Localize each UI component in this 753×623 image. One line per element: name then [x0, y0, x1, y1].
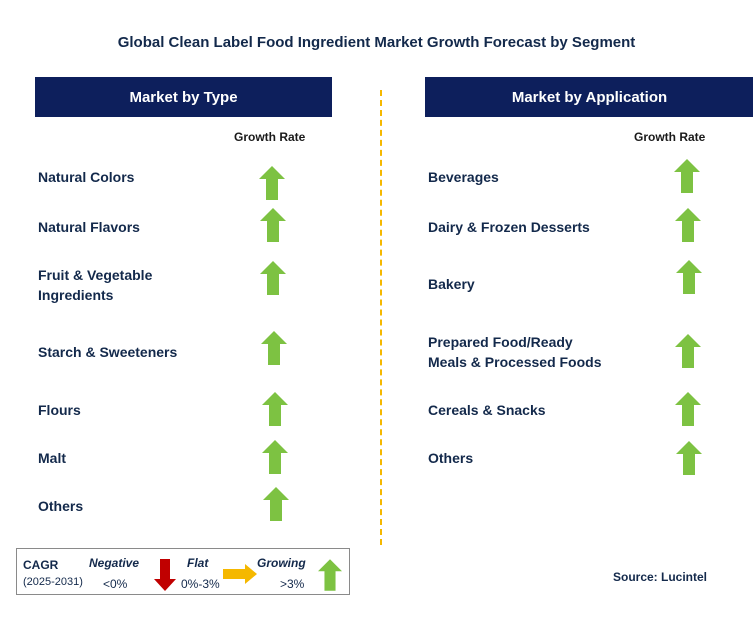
legend-flat-range: 0%-3% [181, 577, 220, 591]
application-item-beverages: Beverages [428, 169, 499, 185]
up-arrow-icon [675, 334, 701, 368]
up-arrow-icon [262, 392, 288, 426]
source-note: Source: Lucintel [613, 570, 708, 584]
up-arrow-icon [674, 159, 700, 193]
application-item-cereals-snacks: Cereals & Snacks [428, 402, 546, 418]
up-arrow-icon [259, 166, 285, 200]
up-arrow-icon [318, 559, 342, 591]
legend-growing-range: >3% [280, 577, 305, 591]
chart-title: Global Clean Label Food Ingredient Marke… [117, 34, 636, 51]
legend-negative-range: <0% [103, 577, 128, 591]
type-item-natural-flavors: Natural Flavors [38, 219, 140, 235]
application-item-others: Others [428, 450, 474, 466]
legend-period: (2025-2031) [23, 576, 83, 588]
panel-divider [380, 90, 382, 545]
application-growth-rate-label: Growth Rate [634, 130, 706, 144]
type-item-malt: Malt [38, 450, 66, 466]
up-arrow-icon [261, 331, 287, 365]
type-item-natural-colors: Natural Colors [38, 169, 135, 185]
type-panel-header: Market by Type [35, 77, 332, 117]
application-item-bakery: Bakery [428, 276, 475, 292]
type-item-starch-sweeteners: Starch & Sweeteners [38, 344, 178, 360]
type-item-others: Others [38, 498, 84, 514]
up-arrow-icon [260, 208, 286, 242]
down-arrow-icon [154, 559, 176, 591]
up-arrow-icon [676, 260, 702, 294]
legend-growing-label: Growing [257, 556, 306, 570]
legend-negative-label: Negative [89, 556, 140, 570]
up-arrow-icon [260, 261, 286, 295]
application-item-prepared-food: Prepared Food/Ready Meals & Processed Fo… [428, 334, 602, 370]
up-arrow-icon [262, 440, 288, 474]
up-arrow-icon [675, 392, 701, 426]
application-panel-header: Market by Application [425, 77, 753, 117]
legend-cagr: CAGR [23, 558, 59, 572]
up-arrow-icon [675, 208, 701, 242]
up-arrow-icon [263, 487, 289, 521]
up-arrow-icon [676, 441, 702, 475]
cagr-legend: CAGR (2025-2031) Negative <0% Flat 0%-3%… [16, 548, 350, 595]
type-item-fruit-vegetable: Fruit & Vegetable Ingredients [38, 267, 153, 303]
application-item-dairy-frozen-desserts: Dairy & Frozen Desserts [428, 219, 590, 235]
legend-flat-label: Flat [187, 556, 209, 570]
type-item-flours: Flours [38, 402, 81, 418]
right-arrow-icon [223, 564, 257, 584]
type-growth-rate-label: Growth Rate [234, 130, 306, 144]
